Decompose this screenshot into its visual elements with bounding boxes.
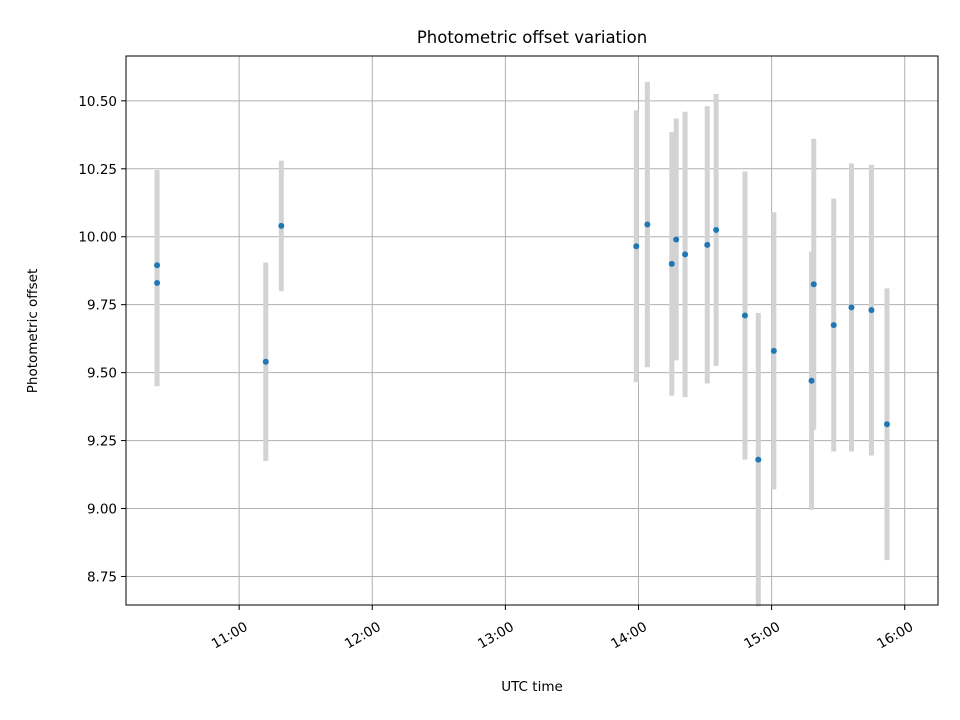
data-point xyxy=(278,222,285,229)
y-tick-label: 10.50 xyxy=(78,94,117,110)
y-axis-label: Photometric offset xyxy=(25,269,41,393)
y-tick-label: 9.00 xyxy=(87,502,117,518)
data-point xyxy=(883,421,890,428)
data-point xyxy=(704,241,711,248)
data-point xyxy=(808,377,815,384)
data-points xyxy=(154,221,890,463)
data-point xyxy=(262,358,269,365)
data-point xyxy=(848,304,855,311)
y-axis-ticks: 8.75 9.00 9.25 9.50 9.75 10.00 10.25 10.50 xyxy=(78,94,126,585)
y-tick-label: 8.75 xyxy=(87,569,117,585)
data-point xyxy=(868,307,875,314)
data-point xyxy=(810,281,817,288)
data-point xyxy=(741,312,748,319)
y-tick-label: 9.25 xyxy=(87,434,117,450)
data-point xyxy=(770,347,777,354)
data-point xyxy=(154,279,161,286)
grid xyxy=(126,56,938,605)
data-point xyxy=(673,236,680,243)
data-point xyxy=(682,251,689,258)
data-point xyxy=(713,226,720,233)
y-tick-label: 9.75 xyxy=(87,298,117,314)
chart-title: Photometric offset variation xyxy=(417,28,647,47)
data-point xyxy=(644,221,651,228)
data-point xyxy=(633,243,640,250)
data-point xyxy=(668,260,675,267)
plot-frame xyxy=(125,55,939,606)
y-tick-label: 9.50 xyxy=(87,366,117,382)
x-axis-label: UTC time xyxy=(501,679,563,695)
data-point xyxy=(830,322,837,329)
y-tick-label: 10.00 xyxy=(78,230,117,246)
y-tick-label: 10.25 xyxy=(78,162,117,178)
data-point xyxy=(755,456,762,463)
data-point xyxy=(154,262,161,269)
